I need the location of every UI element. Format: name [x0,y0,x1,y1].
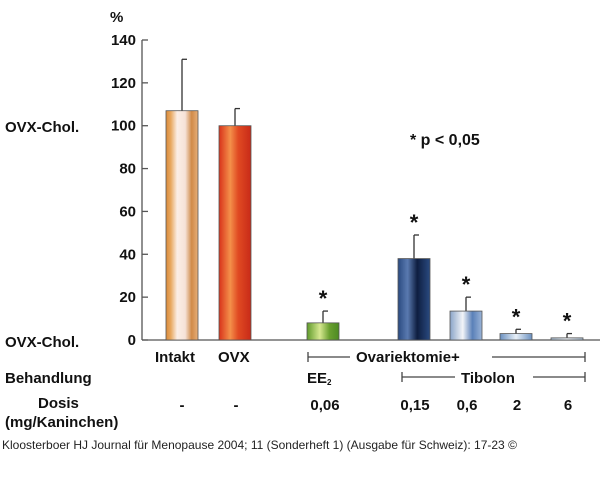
significance-star: * [410,210,419,235]
bars: * * * * * [165,58,584,341]
dose-label: 6 [564,397,572,414]
dose-label: 0,06 [310,397,339,414]
y-unit-label: % [110,9,123,26]
bar [397,258,431,341]
category-label-ovx: OVX [218,349,250,366]
bar [165,110,199,341]
tibolon-label: Tibolon [461,370,515,387]
y-axis: 0 20 40 60 80 100 120 140 [111,32,600,349]
bar [550,337,584,341]
behandlung-label: Behandlung [5,370,92,387]
y-tick-label: 40 [119,246,136,263]
y-tick-label: 140 [111,32,136,49]
significance-star: * [319,286,328,311]
bar [306,322,340,341]
bar-chart: % 0 20 40 60 80 100 120 140 OVX-Chol. OVX-Chol.… [5,9,600,431]
dosis-label: Dosis [38,395,79,412]
y-tick-label: 100 [111,118,136,135]
dose-label: 0,15 [400,397,429,414]
dose-labels: - - 0,06 0,15 0,6 2 6 [180,397,573,414]
dose-label: - [180,397,185,414]
dosis-unit-label: (mg/Kaninchen) [5,414,118,431]
dose-label: - [234,397,239,414]
y-tick-label: 60 [119,203,136,220]
bar [218,125,252,341]
citation-caption: Kloosterboer HJ Journal für Menopause 20… [2,438,517,452]
significance-star: * [512,304,521,329]
tibolon-bracket [401,372,586,382]
y-tick-label: 0 [128,332,136,349]
significance-annotation: * p < 0,05 [410,132,480,149]
y-tick-label: 20 [119,289,136,306]
bar [499,333,533,341]
significance-star: * [563,309,572,334]
ovx-chol-label-0: OVX-Chol. [5,334,79,351]
ovx-chol-label-100: OVX-Chol. [5,119,79,136]
ovariektomie-label: Ovariektomie+ [356,349,460,366]
ovariektomie-bracket [307,352,586,362]
category-label-intakt: Intakt [155,349,195,366]
y-tick-label: 120 [111,75,136,92]
ee2-label: EE2 [307,370,332,387]
significance-star: * [462,272,471,297]
dose-label: 2 [513,397,521,414]
dose-label: 0,6 [457,397,478,414]
bar [449,310,483,341]
y-tick-label: 80 [119,161,136,178]
